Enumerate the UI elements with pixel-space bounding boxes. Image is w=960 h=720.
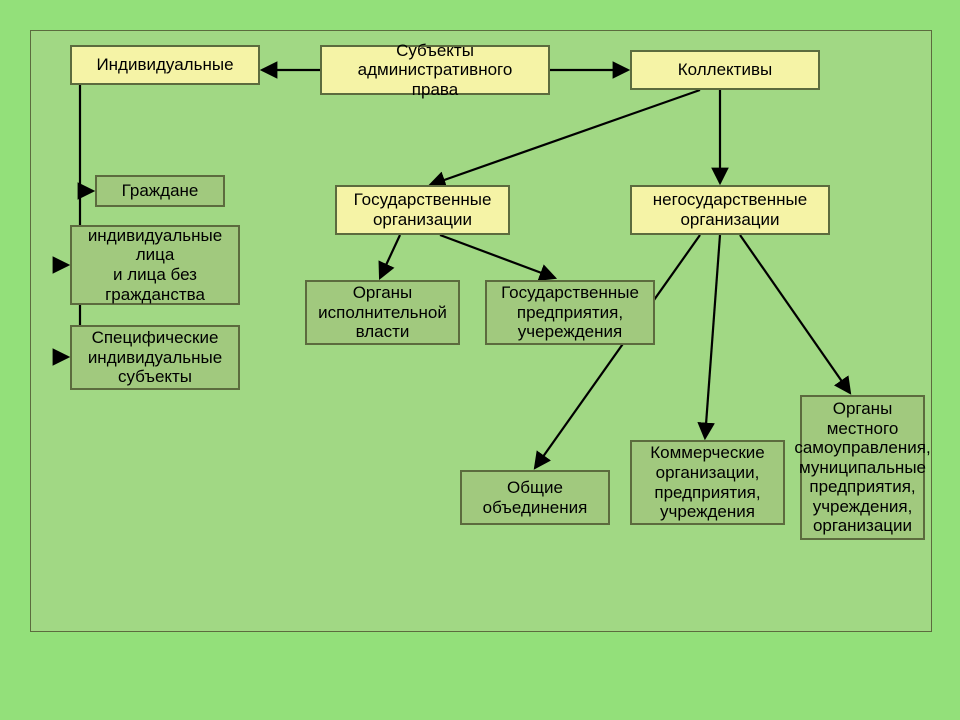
node-genassoc: Общие объединения bbox=[460, 470, 610, 525]
node-label: Коллективы bbox=[678, 60, 772, 80]
edge bbox=[380, 235, 400, 278]
node-label: Индивидуальные bbox=[96, 55, 233, 75]
node-execpow: Органы исполнительной власти bbox=[305, 280, 460, 345]
node-indiv: Индивидуальные bbox=[70, 45, 260, 85]
node-label: Государственные организации bbox=[354, 190, 492, 229]
node-label: Субъекты административного права bbox=[328, 41, 542, 100]
node-stateless: индивидуальные лица и лица без гражданст… bbox=[70, 225, 240, 305]
edge bbox=[430, 90, 700, 185]
node-coll: Коллективы bbox=[630, 50, 820, 90]
node-label: Граждане bbox=[122, 181, 199, 201]
node-label: Специфические индивидуальные субъекты bbox=[88, 328, 222, 387]
node-label: Органы исполнительной власти bbox=[318, 283, 447, 342]
node-label: Государственные предприятия, учереждения bbox=[501, 283, 639, 342]
node-root: Субъекты административного права bbox=[320, 45, 550, 95]
node-label: Общие объединения bbox=[483, 478, 588, 517]
edge bbox=[440, 235, 555, 278]
node-label: Коммерческие организации, предприятия, у… bbox=[650, 443, 764, 521]
node-govorg: Государственные организации bbox=[335, 185, 510, 235]
node-label: индивидуальные лица и лица без гражданст… bbox=[88, 226, 222, 304]
edge bbox=[535, 235, 700, 468]
node-localgov: Органы местного самоуправления, муниципа… bbox=[800, 395, 925, 540]
edge bbox=[740, 235, 850, 393]
diagram-canvas: Субъекты административного права Индивиду… bbox=[0, 0, 960, 720]
edge bbox=[705, 235, 720, 438]
node-label: Органы местного самоуправления, муниципа… bbox=[794, 399, 930, 536]
node-label: негосударственные организации bbox=[653, 190, 807, 229]
node-nongov: негосударственные организации bbox=[630, 185, 830, 235]
node-specific: Специфические индивидуальные субъекты bbox=[70, 325, 240, 390]
node-citizens: Граждане bbox=[95, 175, 225, 207]
node-commerce: Коммерческие организации, предприятия, у… bbox=[630, 440, 785, 525]
node-stateent: Государственные предприятия, учереждения bbox=[485, 280, 655, 345]
